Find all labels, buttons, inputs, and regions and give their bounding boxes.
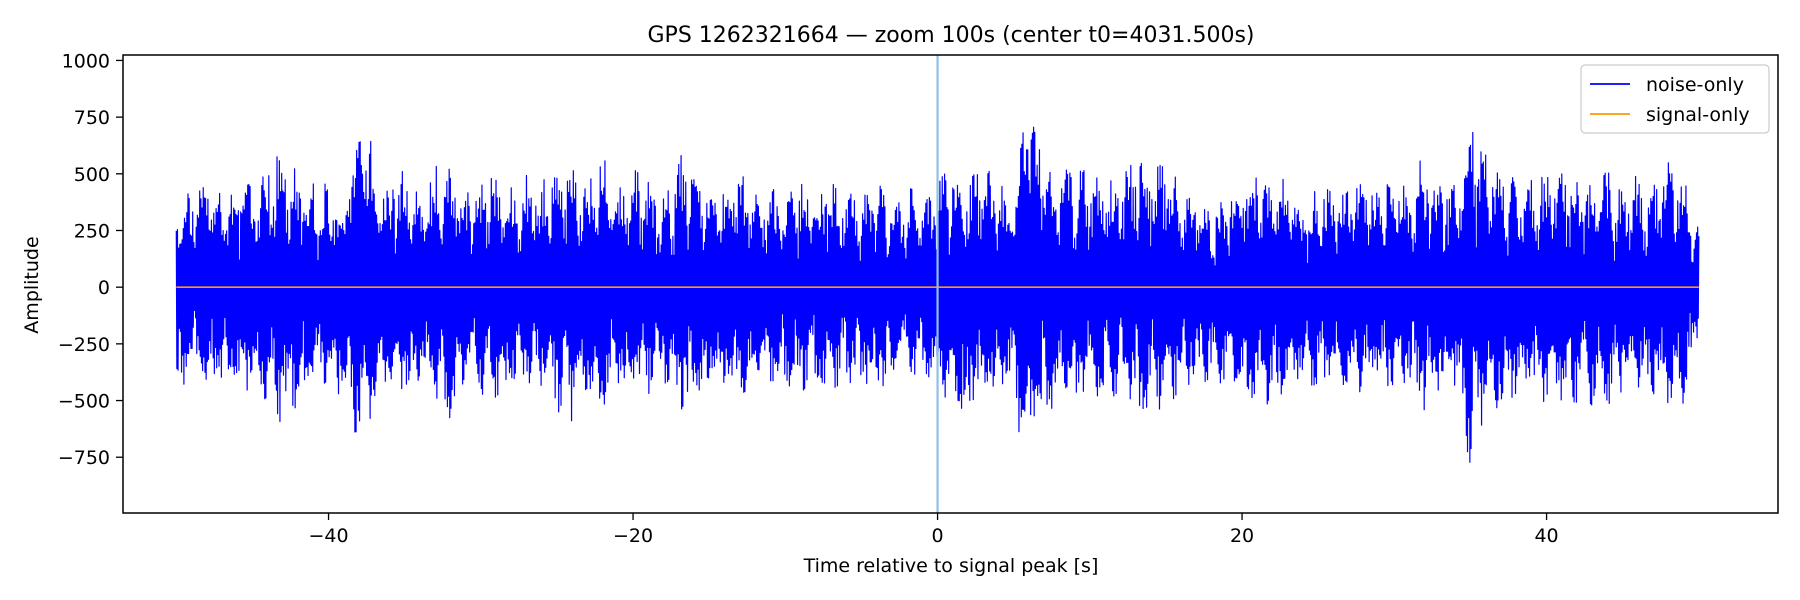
legend-label-signal: signal-only [1646, 104, 1750, 126]
x-axis: −40 −20 0 20 40 [308, 513, 1559, 547]
plot-area [175, 55, 1700, 513]
y-axis: −750 −500 −250 0 250 500 750 1000 [58, 50, 123, 469]
y-tick-label: −250 [58, 334, 110, 356]
x-tick-label: −20 [613, 525, 653, 547]
y-tick-label: 750 [74, 107, 110, 129]
x-tick-label: 20 [1230, 525, 1254, 547]
x-axis-label: Time relative to signal peak [s] [803, 555, 1099, 577]
legend-label-noise: noise-only [1646, 74, 1744, 96]
y-tick-label: 250 [74, 220, 110, 242]
legend-box [1580, 64, 1770, 134]
y-tick-label: −750 [58, 447, 110, 469]
y-tick-label: 0 [98, 277, 110, 299]
x-tick-label: 40 [1534, 525, 1558, 547]
y-tick-label: 1000 [62, 50, 110, 72]
axes-frame [122, 54, 1779, 514]
x-tick-label: −40 [308, 525, 348, 547]
x-tick-label: 0 [932, 525, 944, 547]
y-tick-label: −500 [58, 391, 110, 413]
legend: noise-only signal-only [1580, 64, 1770, 134]
chart-title: GPS 1262321664 — zoom 100s (center t0=40… [648, 23, 1255, 48]
y-axis-label: Amplitude [21, 236, 43, 333]
y-tick-label: 500 [74, 164, 110, 186]
